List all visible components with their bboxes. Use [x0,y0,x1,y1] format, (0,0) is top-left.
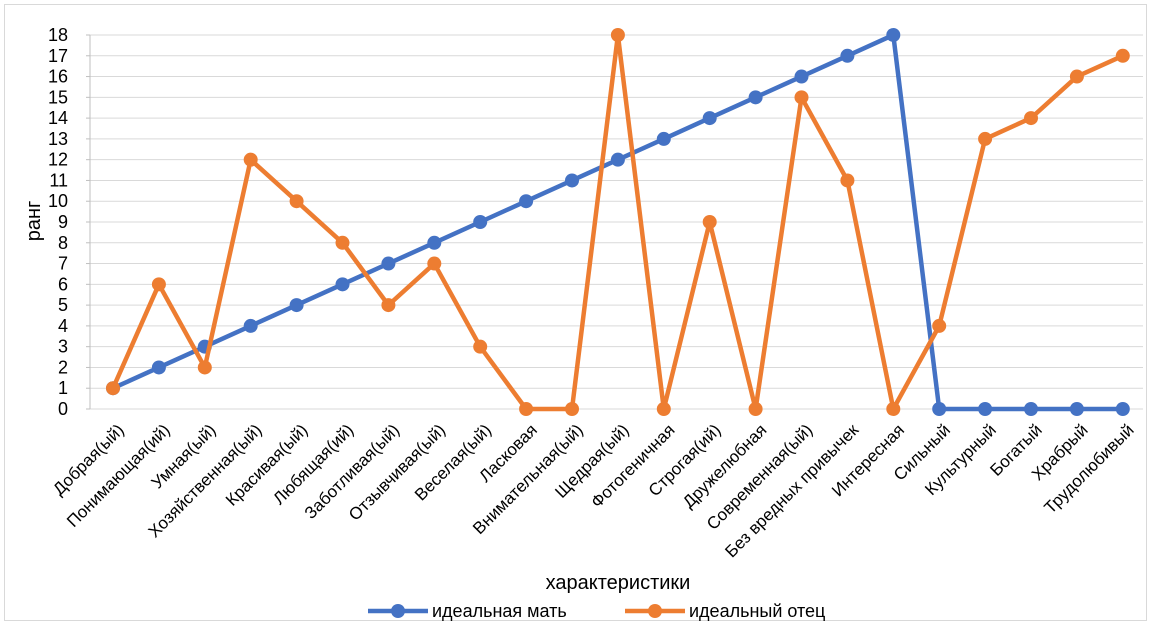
legend-swatch-marker [391,604,405,618]
data-point [106,381,120,396]
y-tick-label: 0 [58,399,68,419]
data-point [702,111,717,126]
data-point [1069,402,1084,416]
legend-label: идеальный отец [689,601,825,621]
data-point [427,256,442,271]
data-point [932,318,947,333]
data-point [1024,402,1038,416]
data-point [1024,111,1038,126]
legend: идеальная мать идеальный отец [368,601,825,621]
data-point [748,402,763,416]
data-point [381,256,396,271]
label-layer: 0123456789101112131415161718Добрая(ый)По… [48,25,1138,561]
y-tick-label: 9 [58,212,68,232]
legend-item-1: идеальная мать [368,601,567,621]
y-tick-label: 13 [48,129,68,149]
data-point [565,402,579,416]
y-tick-label: 4 [58,316,68,336]
y-tick-label: 1 [58,378,68,398]
data-point [1115,48,1130,63]
y-tick-label: 10 [48,191,68,211]
y-tick-label: 14 [48,108,68,128]
y-tick-label: 15 [48,87,68,107]
y-tick-label: 8 [58,233,68,253]
data-point [243,152,258,167]
data-point [656,131,671,146]
data-point [610,28,625,42]
legend-item-2: идеальный отец [625,601,825,621]
data-point [151,277,166,292]
data-point [978,402,993,416]
y-tick-label: 6 [58,274,68,294]
data-point [519,194,534,209]
data-point [289,298,304,313]
data-point [335,277,350,292]
y-tick-label: 2 [58,357,68,377]
data-point [197,360,212,375]
data-point [473,215,488,229]
x-axis-title: характеристики [546,572,691,594]
y-tick-label: 18 [48,25,68,45]
data-point [151,360,166,375]
y-axis-title: ранг [23,201,45,242]
y-tick-label: 16 [48,67,68,87]
y-tick-label: 7 [58,254,68,274]
data-point [610,152,625,167]
data-point [656,402,671,416]
y-tick-label: 12 [48,150,68,170]
data-point [794,69,809,84]
legend-swatch-marker [648,604,662,618]
data-point [519,402,534,416]
data-point [381,298,396,313]
y-tick-label: 11 [49,170,68,190]
data-point [473,339,488,354]
y-tick-label: 5 [58,295,68,315]
chart-frame [4,4,1147,621]
data-point [1069,69,1084,84]
data-point [335,235,350,250]
data-point [886,402,901,416]
data-point [1115,402,1130,416]
data-point [840,173,855,188]
axis-layer [86,34,91,410]
legend-label: идеальная мать [432,601,567,621]
data-point [565,173,579,188]
data-point [748,90,763,105]
grid-layer [90,34,1143,410]
data-point [978,131,993,146]
data-point [427,235,442,250]
data-point [794,90,809,105]
series-layer [106,28,1130,416]
y-tick-label: 3 [58,337,68,357]
data-point [840,48,855,63]
y-tick-label: 17 [48,46,68,66]
data-point [243,318,258,333]
data-point [886,28,901,42]
data-point [289,194,304,209]
data-point [932,402,947,416]
data-point [702,215,717,229]
x-tick-label: Любящая(ий) [269,420,357,508]
